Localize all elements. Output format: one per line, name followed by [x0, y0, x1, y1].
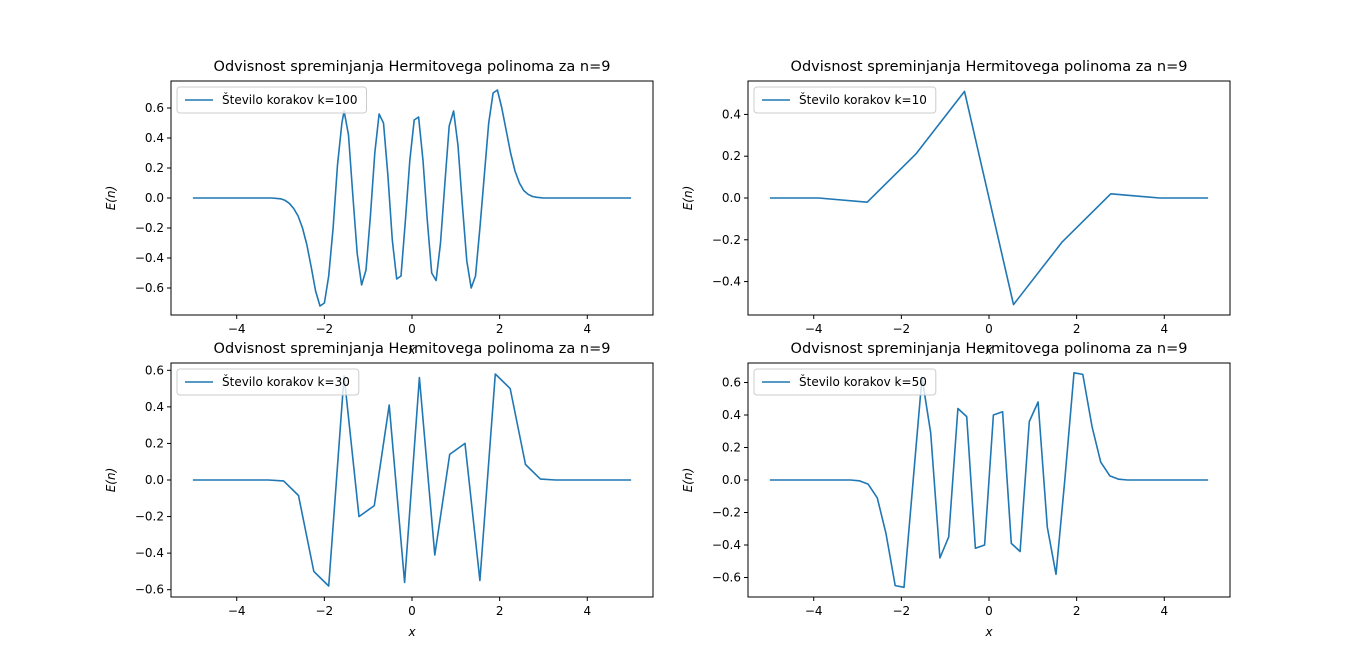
legend-label: Število korakov k=30 [222, 374, 350, 389]
y-tick-label: 0.6 [145, 101, 164, 115]
y-tick-label: −0.4 [712, 275, 741, 289]
x-tick-label: −4 [228, 322, 246, 336]
x-axis-label: x [407, 625, 416, 639]
legend: Število korakov k=10 [753, 86, 937, 114]
y-axis-label: E(n) [681, 468, 695, 493]
series-line [769, 90, 1209, 306]
x-tick-label: 0 [408, 322, 416, 336]
plot-title: Odvisnost spreminjanja Hermitovega polin… [791, 59, 1188, 75]
y-tick-label: 0.6 [145, 363, 164, 377]
y-tick-label: −0.4 [712, 538, 741, 552]
y-tick-label: −0.2 [712, 233, 741, 247]
x-tick-label: 4 [1160, 322, 1168, 336]
y-tick-label: 0.4 [722, 107, 741, 121]
x-tick-label: −4 [228, 604, 246, 618]
y-tick-label: 0.2 [145, 161, 164, 175]
x-axis-label: x [984, 343, 993, 357]
y-tick-label: 0.2 [145, 436, 164, 450]
y-tick-label: 0.4 [145, 131, 164, 145]
x-tick-label: 4 [1160, 604, 1168, 618]
legend: Število korakov k=50 [753, 368, 937, 396]
x-tick-label: −4 [805, 322, 823, 336]
plot-title: Odvisnost spreminjanja Hermitovega polin… [214, 59, 611, 75]
series-line [192, 373, 632, 587]
x-axis-label: x [407, 343, 416, 357]
plot-title: Odvisnost spreminjanja Hermitovega polin… [791, 341, 1188, 357]
legend-box [176, 86, 367, 114]
x-tick-label: −2 [893, 604, 911, 618]
y-tick-label: −0.2 [135, 510, 164, 524]
x-tick-label: 0 [985, 604, 993, 618]
y-tick-label: −0.6 [135, 583, 164, 597]
x-tick-label: 0 [408, 604, 416, 618]
y-axis-label: E(n) [681, 186, 695, 211]
y-tick-label: 0.4 [145, 400, 164, 414]
legend-label: Število korakov k=100 [222, 92, 357, 107]
legend-box [753, 86, 937, 114]
series-line [769, 371, 1209, 589]
x-tick-label: −2 [893, 322, 911, 336]
legend: Število korakov k=100 [176, 86, 367, 114]
y-tick-label: 0.0 [722, 191, 741, 205]
y-tick-label: 0.2 [722, 441, 741, 455]
subplot-3: −4 −2 0 2 4 −0.6 −0.4 −0.2 0.0 0.2 0.4 0.6 Odvisnost… [104, 341, 654, 639]
x-tick-label: 2 [496, 322, 504, 336]
y-tick-label: 0.0 [722, 473, 741, 487]
y-tick-label: −0.4 [135, 251, 164, 265]
x-tick-label: −2 [316, 604, 334, 618]
x-axis-label: x [984, 625, 993, 639]
y-axis-label: E(n) [104, 186, 118, 211]
subplot-4: −4 −2 0 2 4 −0.6 −0.4 −0.2 0.0 0.2 0.4 0.6 Odvisnost… [681, 341, 1231, 639]
x-tick-label: 2 [1073, 322, 1081, 336]
legend-label: Število korakov k=10 [799, 92, 927, 107]
y-tick-label: −0.2 [712, 506, 741, 520]
y-tick-label: 0.4 [722, 408, 741, 422]
y-tick-label: −0.4 [135, 546, 164, 560]
x-tick-label: −2 [316, 322, 334, 336]
series-line [192, 89, 632, 307]
y-tick-label: 0.0 [145, 473, 164, 487]
y-tick-label: 0.6 [722, 376, 741, 390]
plot-title: Odvisnost spreminjanja Hermitovega polin… [214, 341, 611, 357]
x-tick-label: 4 [583, 322, 591, 336]
legend-label: Število korakov k=50 [799, 374, 927, 389]
y-tick-label: 0.2 [722, 149, 741, 163]
y-tick-label: −0.6 [135, 281, 164, 295]
subplot-1: −4 −2 0 2 4 −0.6 −0.4 −0.2 0.0 0.2 0.4 0.6 Odvisnost… [104, 59, 654, 357]
x-tick-label: −4 [805, 604, 823, 618]
legend-box [753, 368, 937, 396]
x-tick-label: 2 [1073, 604, 1081, 618]
x-tick-label: 2 [496, 604, 504, 618]
x-tick-label: 4 [583, 604, 591, 618]
subplot-2: −4 −2 0 2 4 −0.4 −0.2 0.0 0.2 0.4 Odvisnost spremi… [681, 59, 1231, 357]
y-axis-label: E(n) [104, 468, 118, 493]
y-tick-label: −0.2 [135, 221, 164, 235]
y-tick-label: 0.0 [145, 191, 164, 205]
x-tick-label: 0 [985, 322, 993, 336]
y-tick-label: −0.6 [712, 571, 741, 585]
legend: Število korakov k=30 [176, 368, 360, 396]
legend-box [176, 368, 360, 396]
